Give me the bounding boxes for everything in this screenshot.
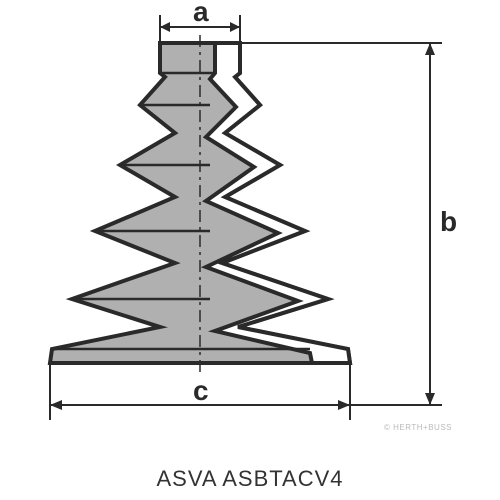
boot-body: [50, 35, 350, 375]
dim-c-label: c: [193, 375, 209, 406]
boot-diagram-svg: a b c: [10, 5, 460, 435]
brand-caption: ASVA ASBTACV4: [0, 466, 500, 492]
figure-container: a b c: [0, 0, 500, 500]
dim-a-label: a: [193, 5, 209, 27]
dim-b-label: b: [440, 206, 457, 237]
watermark-text: © HERTH+BUSS: [384, 423, 452, 432]
diagram-viewport: a b c: [10, 5, 460, 435]
